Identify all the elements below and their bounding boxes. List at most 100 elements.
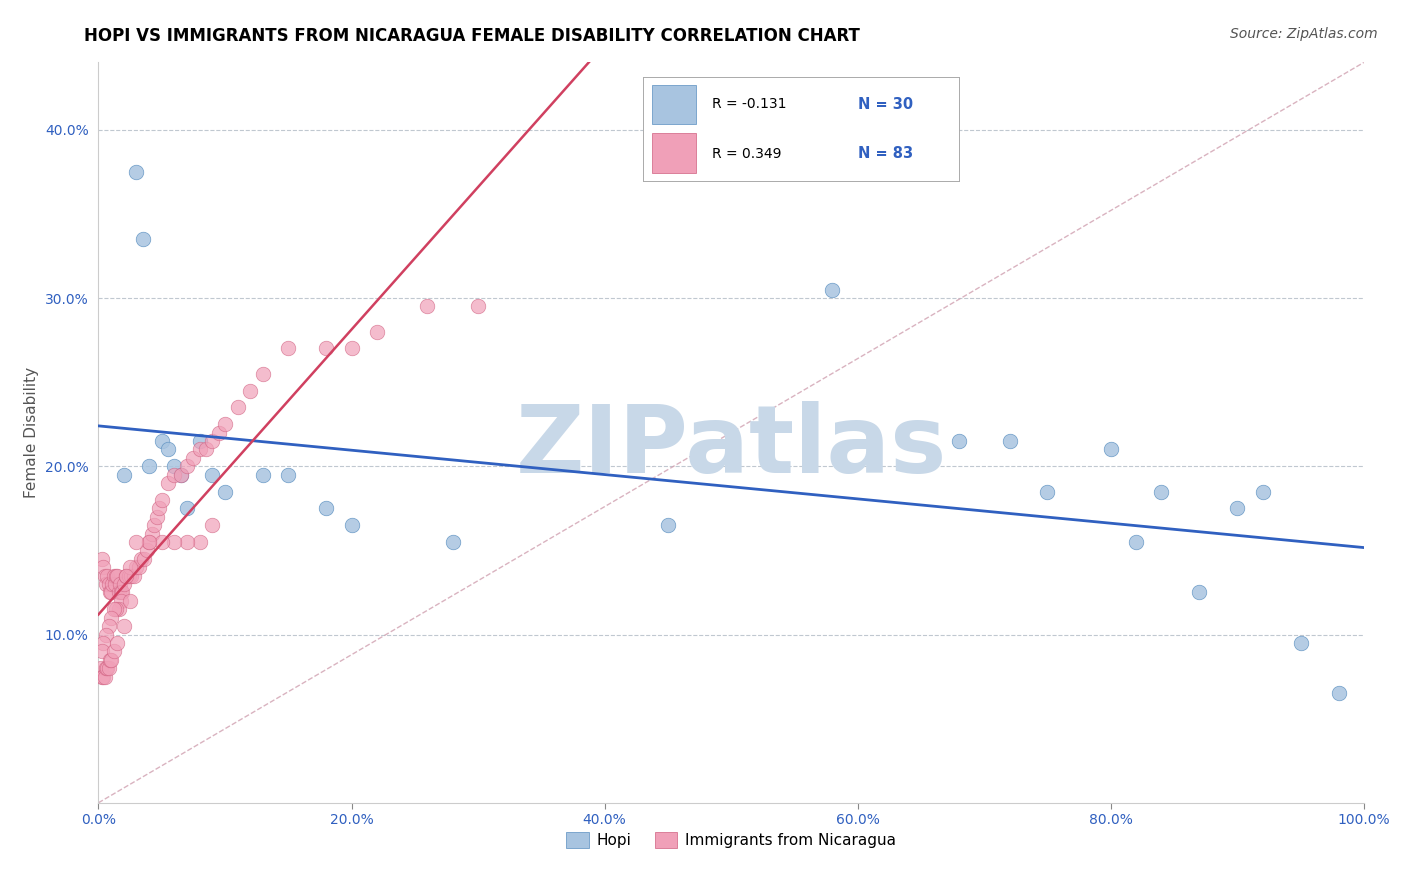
Point (97, 661, 120, 675)
Point (1289, 636, 1312, 650)
Point (188, 535, 211, 549)
Point (163, 459, 186, 474)
Point (96, 568, 118, 582)
Point (416, 300, 439, 314)
Point (110, 585, 132, 599)
Point (112, 577, 135, 591)
Point (107, 636, 129, 650)
Point (98, 653, 121, 667)
Point (93, 670, 117, 684)
Point (998, 434, 1021, 448)
Point (188, 434, 211, 448)
Point (176, 535, 198, 549)
Point (105, 568, 128, 582)
Point (157, 442, 180, 457)
Point (252, 467, 274, 482)
Point (120, 568, 142, 582)
Point (138, 535, 160, 549)
Point (100, 610, 122, 624)
Point (315, 501, 337, 516)
Point (93, 568, 117, 582)
Point (125, 535, 148, 549)
Point (103, 602, 125, 616)
Point (277, 467, 299, 482)
Point (1150, 484, 1173, 499)
Legend: Hopi, Immigrants from Nicaragua: Hopi, Immigrants from Nicaragua (560, 826, 903, 855)
Point (97, 577, 120, 591)
Point (97, 619, 120, 633)
Point (90, 661, 112, 675)
Point (315, 342, 337, 356)
Point (226, 401, 249, 415)
Point (93, 670, 115, 684)
Point (112, 619, 135, 633)
Point (103, 568, 125, 582)
Point (657, 518, 679, 533)
Point (169, 467, 191, 482)
Point (366, 325, 388, 339)
Point (91, 644, 114, 658)
Point (208, 425, 231, 440)
Point (93, 636, 115, 650)
Point (91, 551, 114, 566)
Point (91, 670, 114, 684)
Point (94, 627, 117, 641)
Point (125, 165, 148, 179)
Point (120, 560, 141, 574)
Point (112, 467, 135, 482)
Point (94, 577, 117, 591)
Point (104, 577, 127, 591)
Point (96, 661, 118, 675)
Point (1188, 585, 1211, 599)
Point (122, 568, 145, 582)
Point (163, 467, 186, 482)
Point (214, 417, 236, 432)
Point (188, 442, 211, 457)
Point (108, 577, 131, 591)
Point (163, 535, 186, 549)
Point (150, 535, 173, 549)
Point (101, 577, 124, 591)
Point (340, 342, 363, 356)
Text: ZIPatlas: ZIPatlas (516, 401, 946, 493)
Point (157, 476, 180, 491)
Point (277, 342, 299, 356)
Point (141, 526, 163, 541)
Point (125, 560, 148, 574)
Point (176, 459, 198, 474)
Y-axis label: Female Disability: Female Disability (24, 367, 39, 499)
Point (1251, 484, 1274, 499)
Point (115, 568, 138, 582)
Point (132, 232, 155, 246)
Point (145, 509, 167, 524)
Point (201, 434, 224, 448)
Point (98, 585, 121, 599)
Text: Source: ZipAtlas.com: Source: ZipAtlas.com (1230, 27, 1378, 41)
Point (1125, 535, 1147, 549)
Point (467, 300, 489, 314)
Point (135, 543, 157, 558)
Point (239, 384, 262, 398)
Point (821, 283, 844, 297)
Point (1327, 686, 1350, 700)
Point (201, 518, 224, 533)
Point (340, 518, 363, 533)
Point (176, 501, 198, 516)
Point (194, 442, 218, 457)
Point (1036, 484, 1059, 499)
Point (128, 560, 150, 574)
Point (183, 450, 205, 465)
Point (131, 551, 153, 566)
Point (115, 568, 138, 582)
Point (93, 560, 115, 574)
Point (110, 594, 132, 608)
Point (1099, 442, 1122, 457)
Point (107, 602, 129, 616)
Point (94, 661, 117, 675)
Point (105, 602, 128, 616)
Point (169, 467, 191, 482)
Point (107, 585, 129, 599)
Point (100, 653, 122, 667)
Point (118, 568, 141, 582)
Point (143, 518, 166, 533)
